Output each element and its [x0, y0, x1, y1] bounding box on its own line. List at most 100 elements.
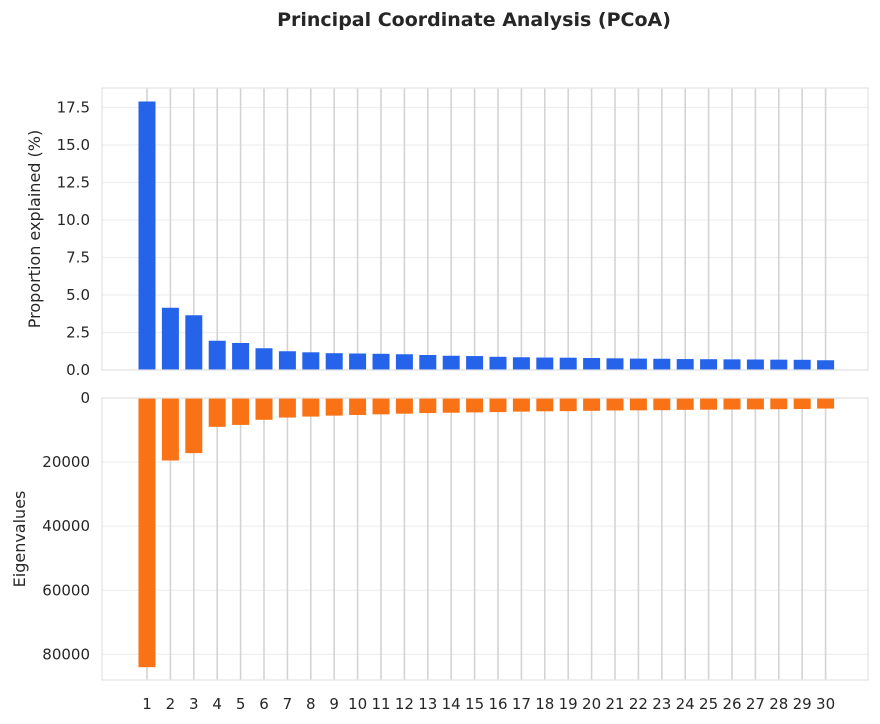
proportion-bar — [793, 359, 811, 370]
tick-labels-layer: 0.0 2.5 5.0 7.5 10.0 12.5 15.0 17.5 0 20000 40000 6… — [42, 99, 835, 714]
eigenvalue-bar — [325, 398, 343, 416]
top-y-tick-label: 12.5 — [57, 174, 90, 192]
top-y-tick-label: 5.0 — [66, 286, 90, 304]
eigenvalue-bar — [208, 398, 226, 427]
top-y-tick-label: 10.0 — [57, 211, 90, 229]
eigenvalue-bar — [817, 398, 835, 409]
x-tick-label: 5 — [236, 695, 246, 713]
top-y-tick-label: 15.0 — [57, 136, 90, 154]
proportion-bar — [255, 348, 273, 370]
bottom-y-tick-label: 40000 — [42, 517, 90, 535]
proportion-bar — [746, 359, 764, 370]
x-tick-label: 18 — [535, 695, 554, 713]
eigenvalue-bar — [161, 398, 179, 461]
grid-layer — [102, 88, 868, 680]
eigenvalue-bar — [606, 398, 624, 411]
eigenvalue-bar — [278, 398, 296, 418]
proportion-bar — [208, 340, 226, 370]
bottom-y-tick-label: 0 — [80, 389, 90, 407]
eigenvalue-bar — [419, 398, 437, 414]
proportion-bar — [676, 359, 694, 370]
proportion-bar — [559, 357, 577, 370]
x-tick-label: 21 — [605, 695, 624, 713]
x-tick-label: 1 — [142, 695, 152, 713]
bars-layer — [138, 101, 835, 668]
axes-frame-layer — [101, 87, 869, 681]
eigenvalue-bar — [536, 398, 554, 412]
x-tick-label: 16 — [488, 695, 507, 713]
eigenvalue-bar — [676, 398, 694, 410]
proportion-bar — [583, 358, 601, 370]
eigenvalue-bar — [185, 398, 203, 454]
eigenvalue-bar — [489, 398, 507, 413]
proportion-bar — [395, 354, 413, 370]
proportion-bar — [606, 358, 624, 370]
x-tick-label: 29 — [793, 695, 812, 713]
x-tick-label: 10 — [348, 695, 367, 713]
x-tick-label: 19 — [559, 695, 578, 713]
x-tick-label: 8 — [306, 695, 316, 713]
x-tick-label: 15 — [465, 695, 484, 713]
proportion-bar — [419, 355, 437, 370]
x-tick-label: 13 — [418, 695, 437, 713]
x-tick-label: 26 — [722, 695, 741, 713]
proportion-bar — [653, 358, 671, 370]
eigenvalue-bar — [232, 398, 250, 425]
x-tick-label: 24 — [676, 695, 695, 713]
eigenvalue-bar — [629, 398, 647, 411]
top-y-tick-label: 7.5 — [66, 249, 90, 267]
proportion-bar — [185, 315, 203, 370]
x-tick-label: 9 — [329, 695, 339, 713]
eigenvalue-bar — [466, 398, 484, 413]
x-tick-label: 11 — [371, 695, 390, 713]
proportion-bar — [629, 358, 647, 370]
proportion-bar — [325, 353, 343, 370]
eigenvalue-bar — [746, 398, 764, 410]
bottom-y-tick-label: 60000 — [42, 581, 90, 599]
x-tick-label: 6 — [259, 695, 269, 713]
eigenvalue-bar — [395, 398, 413, 414]
proportion-bar — [512, 357, 530, 370]
x-tick-label: 3 — [189, 695, 199, 713]
x-tick-label: 17 — [512, 695, 531, 713]
x-tick-label: 28 — [769, 695, 788, 713]
bottom-y-axis-label: Eigenvalues — [10, 491, 29, 588]
proportion-bar — [442, 355, 460, 370]
bottom-axes-frame — [101, 397, 869, 681]
chart-title: Principal Coordinate Analysis (PCoA) — [277, 9, 671, 31]
eigenvalue-bar — [442, 398, 460, 413]
bottom-y-tick-label: 80000 — [42, 645, 90, 663]
top-axes-frame — [101, 87, 869, 371]
eigenvalue-bar — [512, 398, 530, 412]
proportion-bar — [278, 351, 296, 370]
x-tick-label: 25 — [699, 695, 718, 713]
proportion-bar — [232, 343, 250, 370]
x-tick-label: 20 — [582, 695, 601, 713]
top-y-tick-label: 17.5 — [57, 99, 90, 117]
eigenvalue-bar — [700, 398, 718, 410]
proportion-bar — [161, 307, 179, 370]
x-tick-label: 12 — [395, 695, 414, 713]
bottom-y-tick-label: 20000 — [42, 453, 90, 471]
proportion-bar — [372, 353, 390, 370]
eigenvalue-bar — [583, 398, 601, 411]
eigenvalue-bar — [770, 398, 788, 410]
x-tick-label: 23 — [652, 695, 671, 713]
proportion-bar — [700, 359, 718, 370]
x-tick-label: 22 — [629, 695, 648, 713]
proportion-bar — [349, 353, 367, 370]
x-tick-label: 14 — [442, 695, 461, 713]
proportion-bar — [770, 359, 788, 370]
x-tick-label: 4 — [212, 695, 222, 713]
eigenvalue-bar — [723, 398, 741, 410]
x-tick-label: 27 — [746, 695, 765, 713]
eigenvalue-bar — [138, 398, 156, 668]
eigenvalue-bar — [372, 398, 390, 415]
x-tick-label: 2 — [166, 695, 176, 713]
proportion-bar — [302, 352, 320, 370]
eigenvalue-bar — [349, 398, 367, 415]
proportion-bar — [723, 359, 741, 370]
top-y-tick-label: 0.0 — [66, 361, 90, 379]
eigenvalue-bar — [255, 398, 273, 420]
